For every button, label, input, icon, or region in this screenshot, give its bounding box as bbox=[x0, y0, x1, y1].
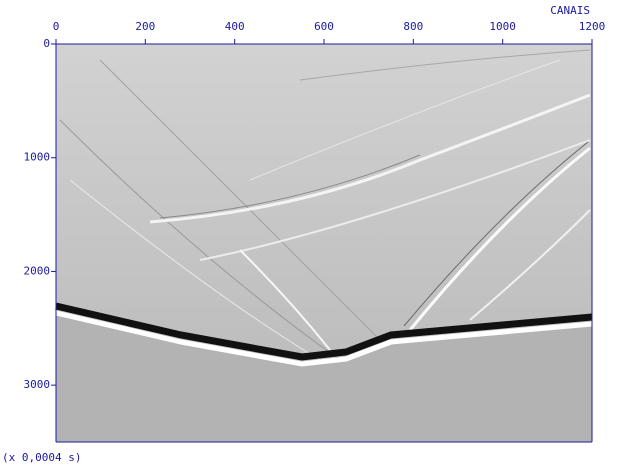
x-tick-label: 600 bbox=[314, 20, 334, 33]
x-tick-label: 800 bbox=[403, 20, 423, 33]
x-axis-label: CANAIS bbox=[550, 4, 590, 17]
y-tick-label: 3000 bbox=[24, 378, 51, 391]
x-tick-label: 400 bbox=[225, 20, 245, 33]
y-tick-label: 1000 bbox=[24, 151, 51, 164]
x-tick-label: 1000 bbox=[489, 20, 516, 33]
seismic-image bbox=[55, 44, 593, 442]
y-tick-label: 0 bbox=[43, 37, 50, 50]
x-tick-label: 200 bbox=[135, 20, 155, 33]
y-tick-label: 2000 bbox=[24, 264, 51, 277]
x-tick-label: 0 bbox=[53, 20, 60, 33]
y-axis-label: (x 0,0004 s) bbox=[2, 451, 81, 464]
x-tick-label: 1200 bbox=[579, 20, 606, 33]
